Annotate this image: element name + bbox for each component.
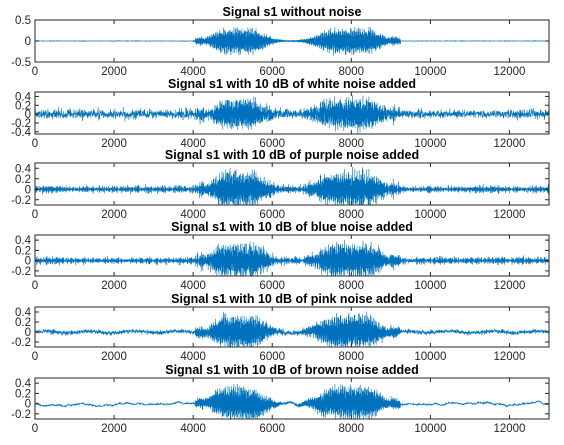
y-tick-label: 0.2 [15,388,31,400]
y-tick-label: -0.2 [11,266,31,278]
x-tick-label: 6000 [259,280,285,292]
axes-box [34,306,550,348]
x-tick-label: 0 [32,209,38,221]
x-tick-label: 4000 [180,209,206,221]
signal-line [34,166,550,206]
y-tick-label: 0.4 [15,91,32,103]
subplot-title: Signal s1 with 10 dB of pink noise added [171,292,413,306]
subplot-title: Signal s1 with 10 dB of blue noise added [171,220,413,234]
axes-box [34,234,550,277]
subplot-title: Signal s1 with 10 dB of brown noise adde… [165,363,419,377]
subplot-3: Signal s1 with 10 dB of purple noise add… [11,148,550,221]
x-tick-label: 0 [32,423,38,435]
subplot-title: Signal s1 with 10 dB of purple noise add… [165,148,419,162]
x-tick-label: 6000 [259,423,285,435]
x-tick-label: 10000 [414,423,446,435]
x-tick-label: 2000 [101,280,127,292]
x-tick-label: 12000 [493,280,525,292]
axes-box [34,162,550,206]
y-tick-label: -0.4 [11,127,31,139]
x-tick-label: 12000 [493,138,525,150]
axes-outline [34,162,550,206]
x-tick-label: 6000 [259,351,285,363]
axes-outline [34,91,550,135]
x-tick-label: 2000 [101,66,127,78]
x-tick-label: 12000 [493,209,525,221]
signal-line [34,239,550,277]
x-tick-label: 2000 [101,351,127,363]
x-tick-label: 8000 [339,351,365,363]
x-tick-label: 12000 [493,351,525,363]
y-tick-label: 0.2 [15,317,31,329]
x-tick-label: 6000 [259,209,285,221]
x-tick-label: 8000 [339,66,365,78]
signal-line [34,26,550,56]
x-tick-label: 10000 [414,66,446,78]
x-tick-label: 4000 [180,423,206,435]
signal-line [34,383,550,420]
x-tick-label: 6000 [259,138,285,150]
y-tick-label: -0.2 [11,195,31,207]
signal-line [34,95,550,135]
y-tick-label: 0 [25,256,31,268]
x-tick-label: 8000 [339,423,365,435]
x-tick-label: 12000 [493,66,525,78]
y-tick-label: -0.5 [11,57,31,69]
x-tick-label: 2000 [101,138,127,150]
x-tick-label: 10000 [414,351,446,363]
axes-outline [34,306,550,348]
x-tick-label: 6000 [259,66,285,78]
x-tick-label: 8000 [339,209,365,221]
subplot-6: Signal s1 with 10 dB of brown noise adde… [11,363,550,435]
subplot-4: Signal s1 with 10 dB of blue noise added… [11,220,550,292]
y-tick-label: -0.2 [11,409,31,421]
x-tick-label: 10000 [414,280,446,292]
x-tick-label: 0 [32,351,38,363]
x-tick-label: 2000 [101,209,127,221]
y-tick-label: 0.2 [15,100,31,112]
x-tick-label: 4000 [180,66,206,78]
x-tick-label: 0 [32,138,38,150]
subplot-title: Signal s1 without noise [223,5,362,19]
x-tick-label: 4000 [180,280,206,292]
y-tick-label: 0 [25,399,31,411]
y-tick-label: 0.2 [15,245,31,257]
axes-outline [34,377,550,420]
x-tick-label: 12000 [493,423,525,435]
subplot-1: Signal s1 without noise 0 2000 4000 6000 8000… [11,5,550,78]
x-tick-label: 2000 [101,423,127,435]
x-tick-label: 0 [32,66,38,78]
y-tick-label: -0.2 [11,118,31,130]
x-tick-label: 0 [32,280,38,292]
subplot-5: Signal s1 with 10 dB of pink noise added… [11,292,550,363]
y-tick-label: 0 [25,36,31,48]
x-tick-label: 4000 [180,351,206,363]
subplot-title: Signal s1 with 10 dB of white noise adde… [168,77,416,91]
signal-line [34,311,550,348]
x-tick-label: 8000 [339,280,365,292]
y-tick-label: 0.4 [15,235,32,247]
x-tick-label: 10000 [414,138,446,150]
x-tick-label: 8000 [339,138,365,150]
y-tick-label: 0.4 [15,378,32,390]
x-tick-label: 10000 [414,209,446,221]
y-tick-label: 0 [25,109,31,121]
y-tick-label: 0.4 [15,307,32,319]
subplot-2: Signal s1 with 10 dB of white noise adde… [11,77,550,150]
y-tick-label: -0.2 [11,337,31,349]
y-tick-label: 0.5 [15,15,31,27]
y-tick-label: 0 [25,327,31,339]
y-tick-label: 0 [25,184,31,196]
y-tick-label: 0.2 [15,174,31,186]
axes-outline [34,234,550,277]
y-tick-label: 0.4 [15,163,32,175]
axes-box [34,377,550,420]
x-tick-label: 4000 [180,138,206,150]
